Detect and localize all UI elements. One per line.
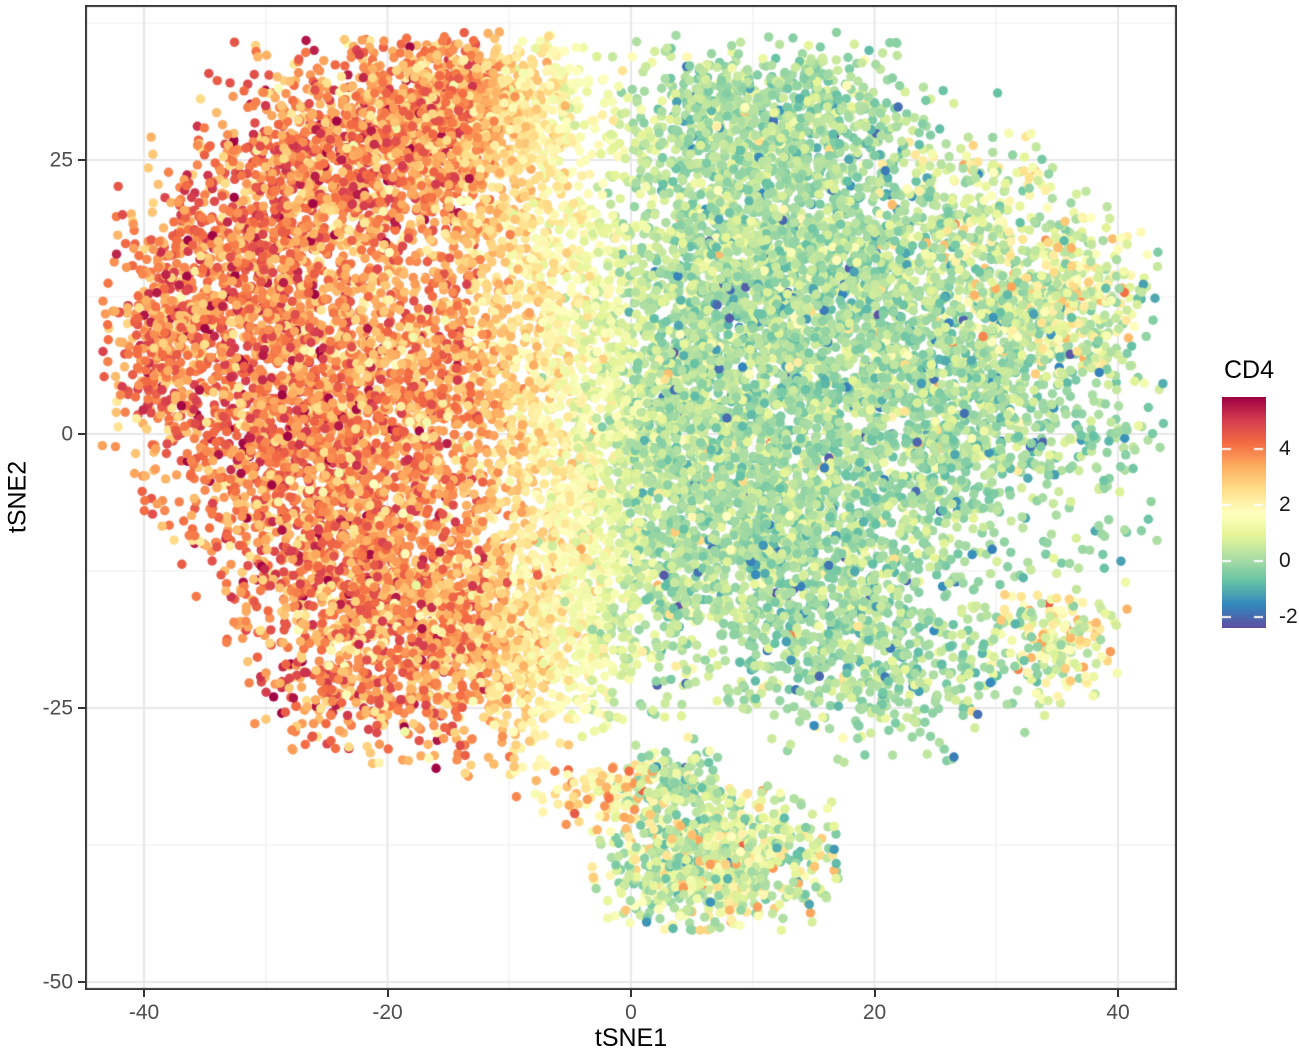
y-tick-mark — [78, 707, 85, 709]
y-tick-mark — [78, 981, 85, 983]
x-tick-label: 40 — [1106, 1001, 1130, 1024]
x-tick-mark — [873, 990, 876, 997]
colorbar-tick-label: 0 — [1279, 549, 1291, 573]
y-tick-mark — [78, 159, 85, 161]
y-tick-label: 25 — [49, 148, 73, 172]
colorbar-tick-label: 2 — [1279, 493, 1291, 517]
colorbar-tick-label: -2 — [1279, 605, 1298, 629]
scatter-plot-canvas — [85, 5, 1177, 990]
y-tick-mark — [78, 433, 85, 435]
colorbar-tick-label: 4 — [1279, 437, 1291, 461]
y-axis-title: tSNE2 — [3, 460, 32, 534]
x-tick-label: -40 — [128, 1001, 160, 1024]
x-axis-title: tSNE1 — [594, 1024, 668, 1052]
x-tick-mark — [630, 990, 632, 997]
colorbar — [1222, 397, 1266, 628]
x-tick-mark — [1117, 990, 1119, 997]
x-tick-mark — [386, 990, 389, 997]
x-tick-label: 20 — [862, 1001, 887, 1024]
x-tick-mark — [143, 990, 145, 997]
y-tick-label: -25 — [42, 696, 73, 720]
x-tick-label: -20 — [372, 1001, 403, 1024]
legend-title: CD4 — [1224, 356, 1275, 384]
x-tick-label: 0 — [625, 1001, 637, 1024]
y-tick-label: -50 — [42, 970, 73, 994]
y-tick-label: 0 — [61, 422, 73, 446]
